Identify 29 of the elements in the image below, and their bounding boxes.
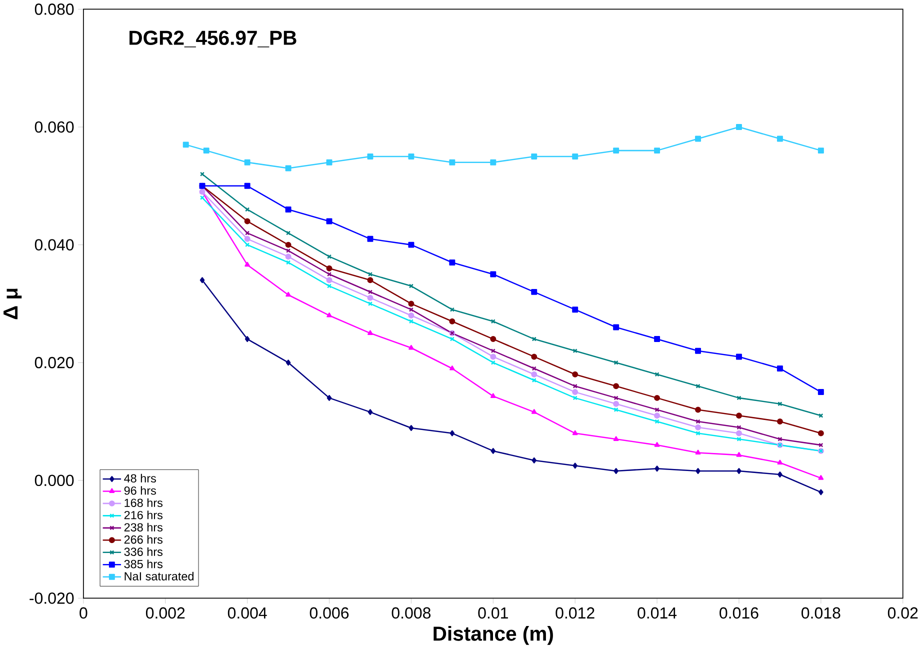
legend-label: 336 hrs xyxy=(124,547,162,556)
legend-label: 96 hrs xyxy=(124,486,156,495)
x-tick-label: 0.002 xyxy=(146,607,185,618)
y-tick-label: -0.020 xyxy=(30,592,74,604)
legend-label: 168 hrs xyxy=(124,498,162,507)
y-tick-label: 0.000 xyxy=(34,474,74,486)
x-tick-label: 0 xyxy=(80,607,88,618)
legend-label: 385 hrs xyxy=(124,559,162,568)
legend-label: 216 hrs xyxy=(124,510,162,520)
x-tick-label: 0.014 xyxy=(638,607,677,618)
legend-label: NaI saturated xyxy=(124,572,194,580)
legend-label: 266 hrs xyxy=(124,534,162,544)
x-tick-label: 0.01 xyxy=(478,607,508,618)
y-tick-label: 0.080 xyxy=(34,3,74,15)
text: DGR2_456.97_PB xyxy=(130,30,296,48)
x-tick-label: 0.018 xyxy=(802,607,840,618)
x-tick-label: 0.008 xyxy=(392,607,431,618)
y-tick-label: 0.060 xyxy=(34,121,74,132)
x-tick-label: 0.012 xyxy=(556,607,594,618)
y-axis-title: Δ μ xyxy=(4,288,22,319)
y-tick-label: 0.040 xyxy=(34,238,74,250)
x-axis-title: Distance (m) xyxy=(434,626,553,645)
x-tick-label: 0.016 xyxy=(720,607,758,618)
legend-label: 48 hrs xyxy=(124,474,156,482)
x-tick-label: 0.004 xyxy=(228,607,267,618)
legend-label: 238 hrs xyxy=(124,522,162,532)
y-tick-label: 0.020 xyxy=(34,356,74,368)
x-tick-label: 0.006 xyxy=(310,607,349,618)
x-tick-label: 0.02 xyxy=(888,607,918,618)
